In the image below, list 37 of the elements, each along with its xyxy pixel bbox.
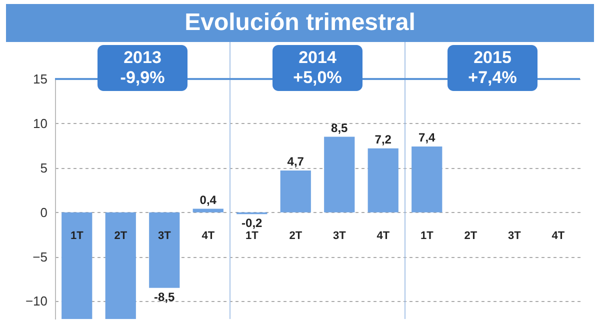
bar: [368, 148, 398, 212]
data-label: 8,5: [331, 120, 348, 135]
x-tick-label: 2T: [289, 230, 302, 242]
bar: [280, 170, 311, 212]
x-tick-label: 3T: [332, 230, 346, 242]
data-label: 0,4: [200, 192, 217, 207]
x-tick-label: 4T: [376, 230, 390, 242]
x-tick-label: 1T: [70, 230, 84, 242]
y-tick-label: −5: [32, 249, 48, 264]
x-tick-label: 2T: [114, 230, 128, 242]
y-tick-label: −10: [25, 294, 48, 309]
data-label: 7,2: [374, 132, 392, 146]
x-tick-label: 4T: [202, 230, 215, 242]
bar: [149, 212, 180, 288]
x-tick-label: 1T: [245, 230, 259, 242]
bar: [324, 136, 355, 212]
x-tick-label: 3T: [158, 230, 172, 242]
data-label: -8,5: [154, 290, 176, 304]
x-tick-label: 3T: [508, 230, 522, 242]
bar: [192, 208, 224, 212]
annotation: 2013 -9,9%: [120, 48, 165, 87]
annotation: 2015 +7,4%: [468, 48, 517, 87]
data-label: 4,7: [287, 154, 304, 169]
data-label: 7,4: [418, 130, 436, 145]
x-tick-label: 2T: [464, 230, 478, 242]
y-tick-label: 10: [33, 116, 48, 131]
x-tick-label: 4T: [552, 230, 565, 242]
chart-title: Evolución trimestral: [6, 4, 594, 42]
y-tick-label: 5: [40, 160, 48, 176]
bar: [62, 212, 92, 319]
y-tick-label: 15: [33, 72, 48, 86]
y-tick-label: 0: [40, 204, 48, 220]
bar: [412, 146, 442, 212]
data-label: -0,2: [242, 216, 263, 230]
bar: [105, 212, 136, 319]
x-tick-label: 1T: [420, 230, 434, 242]
annotation: 2014 +5,0%: [293, 48, 342, 87]
